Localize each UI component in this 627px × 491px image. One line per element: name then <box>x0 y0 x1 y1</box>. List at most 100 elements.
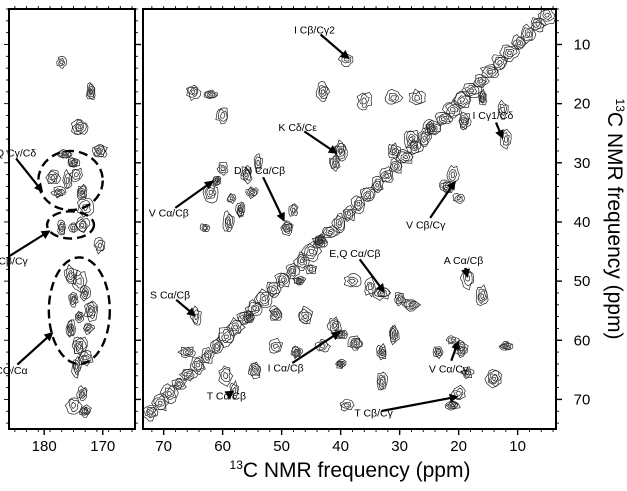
cross-peak <box>500 129 512 150</box>
cross-peak <box>226 193 237 205</box>
cross-peak <box>253 153 264 172</box>
cross-peak <box>211 176 222 187</box>
cross-peak <box>314 233 326 246</box>
diagonal-peak <box>331 212 346 233</box>
right-contours <box>143 9 556 422</box>
cross-peak <box>79 285 91 302</box>
annotation-arrow <box>15 157 41 189</box>
diagonal-peak <box>461 83 483 99</box>
cross-peak <box>329 153 341 172</box>
diagonal-peak <box>178 368 199 382</box>
diagonal-peak <box>244 299 263 316</box>
cross-peak <box>83 322 95 335</box>
annotation-arrowhead <box>446 180 456 191</box>
annotation-arrowhead <box>34 182 44 193</box>
diagonal-peak <box>285 262 300 280</box>
cross-peak <box>92 144 108 158</box>
right-panel-frame <box>142 8 557 430</box>
diagonal-peak <box>171 377 188 391</box>
diagonal-peak <box>293 251 310 271</box>
left-contours <box>45 56 108 418</box>
cross-peak <box>401 299 422 312</box>
diagonal-peak <box>499 44 520 62</box>
right-axes: 70 60 50 40 30 20 10 10 20 30 40 50 60 70 <box>151 6 591 455</box>
y-tick-label: 10 <box>574 36 591 53</box>
cross-peak <box>229 379 239 400</box>
cross-peak <box>240 165 253 185</box>
cross-peak <box>243 310 254 324</box>
cross-peak <box>347 335 364 351</box>
cross-peak <box>245 186 259 200</box>
cross-peak <box>477 88 487 106</box>
cross-peak <box>216 161 229 176</box>
annotation-label: T Cα/Cβ <box>207 391 246 403</box>
cross-peak <box>450 384 466 400</box>
peak-region-ellipse <box>47 256 112 366</box>
annotation-arrowhead <box>339 50 350 60</box>
diagonal-peak <box>491 54 509 71</box>
diagonal-peak <box>442 99 463 119</box>
cross-peak <box>298 305 314 325</box>
annotation-arrow <box>8 232 47 258</box>
cross-peak <box>394 292 406 307</box>
cross-peak <box>497 99 509 120</box>
cross-peak <box>71 356 82 379</box>
cross-peak <box>83 300 98 323</box>
cross-peak <box>444 400 461 411</box>
cross-peak <box>403 129 420 149</box>
annotation-label: D,N Cα/Cβ <box>234 165 285 177</box>
annotation-arrowhead <box>224 390 235 400</box>
diagonal-peak <box>452 91 472 110</box>
x-tick-label: 60 <box>214 438 231 455</box>
cross-peak <box>408 88 426 106</box>
cross-peak <box>339 399 355 412</box>
cross-peak <box>70 118 89 136</box>
annotation-arrowhead <box>203 180 214 190</box>
diagonal-peak <box>472 74 490 89</box>
left-axes: 180 170 <box>4 6 141 455</box>
annotation-arrowhead <box>495 129 504 140</box>
annotation-arrow <box>358 258 383 289</box>
x-tick-label: 70 <box>155 438 172 455</box>
cross-peak <box>71 336 88 357</box>
annotation-label: V Cα/Cγ <box>429 363 469 375</box>
cross-peak <box>422 119 435 136</box>
cross-peak <box>458 111 472 131</box>
annotation-arrowhead <box>375 283 385 293</box>
x-tick-label: 170 <box>90 438 115 455</box>
diagonal-peak <box>254 288 274 309</box>
annotation-arrowhead <box>451 340 460 351</box>
right-panel: I Cβ/Cγ2 I Cγ1/Cδ K Cδ/Cε D,N Cα/Cβ V Cα/Cβ V… <box>142 6 591 455</box>
cross-peak <box>388 324 400 346</box>
cross-peak <box>218 365 234 387</box>
cross-peak <box>63 263 78 285</box>
cross-peak <box>65 319 76 338</box>
annotation-arrow <box>303 130 334 152</box>
left-panel: E,Q Cγ/Cδ D,N Cβ/Cγ CO/Cα 180 170 <box>0 6 141 455</box>
annotation-arrowhead <box>276 211 285 222</box>
diagonal-peak <box>520 23 537 44</box>
annotation-arrow <box>291 333 337 364</box>
x-tick-label: 180 <box>32 438 57 455</box>
cross-peak <box>459 267 475 291</box>
left-peak-regions <box>37 149 112 366</box>
annotation-label: I Cβ/Cγ2 <box>294 24 335 36</box>
diagonal-peak <box>537 9 556 26</box>
cross-peak <box>199 223 210 233</box>
cross-peak <box>85 82 96 100</box>
annotation-label: I Cγ1/Cδ <box>472 110 513 122</box>
cross-peak <box>498 341 514 351</box>
annotation-arrow <box>262 176 283 218</box>
y-axis-title: 13C NMR frequency (ppm) <box>603 99 627 340</box>
diagonal-peak <box>388 157 403 174</box>
cross-peak <box>384 88 404 105</box>
annotation-arrowhead <box>40 230 51 239</box>
y-tick-label: 30 <box>574 155 591 172</box>
cross-peak <box>376 343 387 361</box>
diagonal-peak <box>189 356 206 376</box>
annotation-label: K Cδ/Cε <box>278 122 317 134</box>
y-tick-label: 20 <box>574 96 591 113</box>
y-tick-label: 40 <box>574 214 591 231</box>
cross-peak <box>64 397 83 415</box>
cross-peak <box>343 273 362 288</box>
